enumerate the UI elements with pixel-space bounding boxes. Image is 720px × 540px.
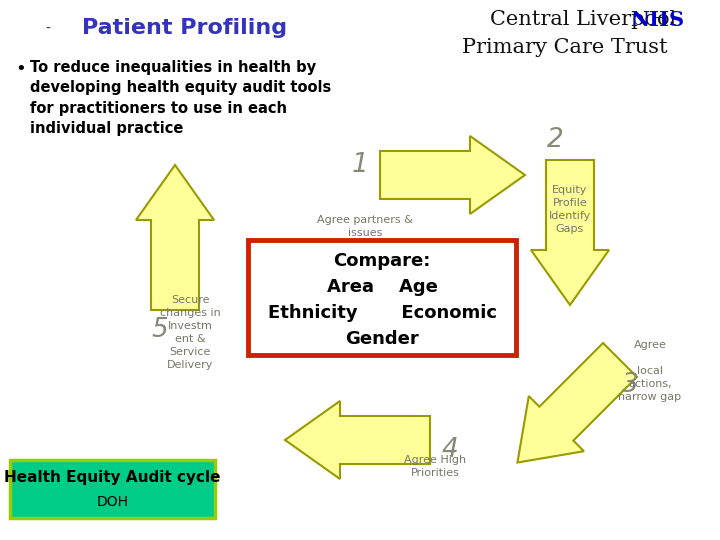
Text: Priorities: Priorities: [410, 468, 459, 478]
FancyBboxPatch shape: [10, 460, 215, 518]
Text: 3: 3: [621, 372, 639, 398]
Text: 5: 5: [152, 317, 168, 343]
Text: Health Equity Audit cycle: Health Equity Audit cycle: [4, 470, 221, 485]
Text: Delivery: Delivery: [167, 360, 213, 370]
Text: Gaps: Gaps: [556, 224, 584, 234]
Text: -: -: [45, 22, 50, 36]
Text: actions,: actions,: [628, 379, 672, 389]
Text: DOH: DOH: [96, 495, 128, 509]
Text: Identify: Identify: [549, 211, 591, 221]
FancyBboxPatch shape: [248, 240, 516, 355]
Text: Area    Age: Area Age: [327, 278, 438, 296]
Polygon shape: [136, 165, 214, 310]
Polygon shape: [518, 343, 637, 463]
Text: 1: 1: [351, 152, 369, 178]
Text: •: •: [15, 60, 26, 78]
Polygon shape: [531, 160, 609, 305]
Text: local: local: [637, 366, 663, 376]
Polygon shape: [380, 136, 525, 214]
Text: issues: issues: [348, 228, 382, 238]
Text: Service: Service: [169, 347, 211, 357]
Text: 4: 4: [441, 437, 459, 463]
Text: Ethnicity       Economic: Ethnicity Economic: [268, 304, 497, 322]
Text: Agree High: Agree High: [404, 455, 466, 465]
Text: 2: 2: [546, 127, 563, 153]
Text: To reduce inequalities in health by
developing health equity audit tools
for pra: To reduce inequalities in health by deve…: [30, 60, 331, 136]
Text: NHS: NHS: [630, 10, 684, 30]
Text: ent &: ent &: [175, 334, 205, 344]
Text: Agree: Agree: [634, 340, 667, 350]
Text: Secure: Secure: [171, 295, 210, 305]
Text: Compare:: Compare:: [333, 252, 431, 270]
Text: narrow gap: narrow gap: [618, 392, 682, 402]
Text: Patient Profiling: Patient Profiling: [82, 18, 287, 38]
Text: Primary Care Trust: Primary Care Trust: [462, 38, 668, 57]
Text: Gender: Gender: [345, 330, 419, 348]
Polygon shape: [285, 401, 430, 479]
Text: Equity: Equity: [552, 185, 588, 195]
Text: Profile: Profile: [553, 198, 588, 208]
Text: Central Liverpool: Central Liverpool: [490, 10, 683, 29]
Text: Agree partners &: Agree partners &: [317, 215, 413, 225]
Text: changes in: changes in: [160, 308, 220, 318]
Text: Investm: Investm: [168, 321, 212, 331]
